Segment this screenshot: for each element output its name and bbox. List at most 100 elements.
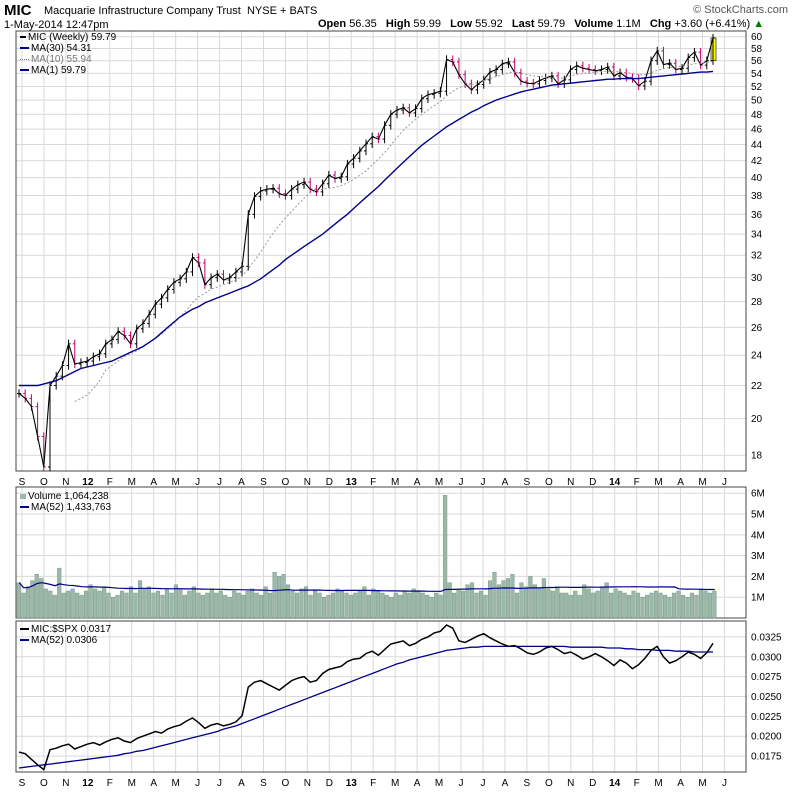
price-y-tick-label: 44 [751, 140, 763, 151]
volume-bar [586, 588, 591, 619]
volume-bar [676, 590, 681, 619]
volume-bar [559, 592, 564, 619]
x-tick-label: S [260, 778, 267, 789]
x-tick-label: J [722, 778, 727, 789]
volume-bar [205, 592, 210, 619]
rs-y-tick-label: 0.0250 [751, 692, 782, 703]
volume-bar [447, 582, 452, 619]
price-y-tick-label: 18 [751, 451, 763, 462]
volume-bar [452, 592, 457, 619]
volume-bar [631, 590, 636, 619]
rs-y-tick-label: 0.0175 [751, 752, 782, 763]
volume-bar [456, 588, 461, 619]
x-tick-label: A [502, 778, 509, 789]
volume-bar [128, 586, 134, 619]
volume-bar [420, 592, 425, 619]
volume-y-tick-label: 4M [751, 530, 765, 541]
volume-bar [694, 594, 699, 619]
volume-bar [268, 592, 273, 619]
price-line [18, 37, 714, 468]
volume-bar [155, 590, 161, 619]
x-tick-label: M [654, 477, 662, 488]
volume-bar [465, 584, 470, 619]
exchange-text: NYSE + BATS [246, 5, 318, 17]
volume-bar [663, 594, 668, 619]
x-tick-label: M [654, 778, 662, 789]
x-tick-label: M [435, 477, 443, 488]
volume-bar [438, 594, 443, 619]
x-tick-label: A [677, 778, 684, 789]
x-tick-label: J [459, 778, 464, 789]
volume-bar [70, 588, 75, 619]
volume-bar [429, 597, 434, 619]
volume-bar [254, 592, 259, 619]
x-tick-label: F [370, 778, 376, 789]
x-tick-label: O [282, 778, 290, 789]
volume-bar [137, 580, 143, 619]
volume-bar [214, 592, 219, 619]
price-y-tick-label: 60 [751, 32, 763, 43]
legend-volume-text: Volume 1,064,238 [28, 491, 109, 502]
x-tick-label: S [260, 477, 267, 488]
volume-bar [703, 590, 708, 619]
price-y-tick-label: 26 [751, 323, 763, 334]
x-tick-label: M [171, 477, 179, 488]
volume-bar [259, 594, 264, 619]
volume-bar [272, 572, 277, 619]
legend-volume: Volume 1,064,238 [20, 491, 111, 502]
x-tick-label: N [567, 477, 574, 488]
rs-y-tick-label: 0.0200 [751, 732, 782, 743]
x-tick-label: N [62, 778, 69, 789]
volume-bar [528, 576, 533, 619]
volume-bar [658, 592, 663, 619]
x-tick-label: 12 [82, 778, 94, 789]
volume-bar [263, 586, 268, 619]
volume-bar [133, 592, 138, 619]
legend-ma30-text: MA(30) 54.31 [31, 43, 92, 54]
volume-bar [286, 584, 291, 619]
open-value: 56.35 [349, 18, 377, 30]
volume-bar [218, 590, 223, 619]
low-label: Low [450, 18, 473, 30]
volume-bar [402, 590, 407, 619]
volume-bar [537, 588, 542, 619]
volume-bar [398, 594, 403, 619]
price-y-tick-label: 34 [751, 230, 763, 241]
volume-ma-line [18, 582, 715, 592]
x-tick-label: D [589, 778, 596, 789]
volume-bar [106, 592, 111, 619]
quote-summary: Open 56.35 High 59.99 Low 55.92 Last 59.… [318, 18, 764, 30]
volume-bar [142, 588, 147, 619]
volume-bar [223, 594, 228, 619]
panel-frame-rs [15, 620, 747, 773]
x-tick-label: D [326, 778, 333, 789]
x-tick-label: F [370, 477, 376, 488]
price-y-tick-label: 56 [751, 56, 763, 67]
volume-bar [425, 594, 430, 619]
volume-panel [16, 495, 717, 619]
volume-bar [84, 590, 89, 619]
volume-bar [640, 597, 645, 619]
volume-bar [52, 594, 57, 619]
volume-bar [591, 592, 596, 619]
x-tick-label: A [414, 778, 421, 789]
change-up-icon: ▲ [753, 18, 765, 30]
legend-ma30: MA(30) 54.31 [20, 43, 116, 54]
legend-vol-ma-text: MA(52) 1,433,763 [31, 502, 112, 513]
x-tick-label: F [107, 778, 113, 789]
volume-legend: Volume 1,064,238 MA(52) 1,433,763 [20, 491, 111, 513]
volume-bar [88, 584, 93, 619]
volume-bar [627, 594, 632, 619]
volume-bar [191, 586, 196, 619]
low-value: 55.92 [475, 18, 503, 30]
panel-frame-price [15, 30, 747, 472]
volume-bar [689, 592, 694, 619]
volume-bar [169, 592, 174, 619]
x-tick-label: O [40, 477, 48, 488]
volume-bar [564, 592, 569, 619]
volume-bar [577, 594, 582, 619]
x-tick-label: 13 [346, 477, 358, 488]
x-tick-label: 13 [346, 778, 358, 789]
volume-bar [707, 592, 712, 619]
